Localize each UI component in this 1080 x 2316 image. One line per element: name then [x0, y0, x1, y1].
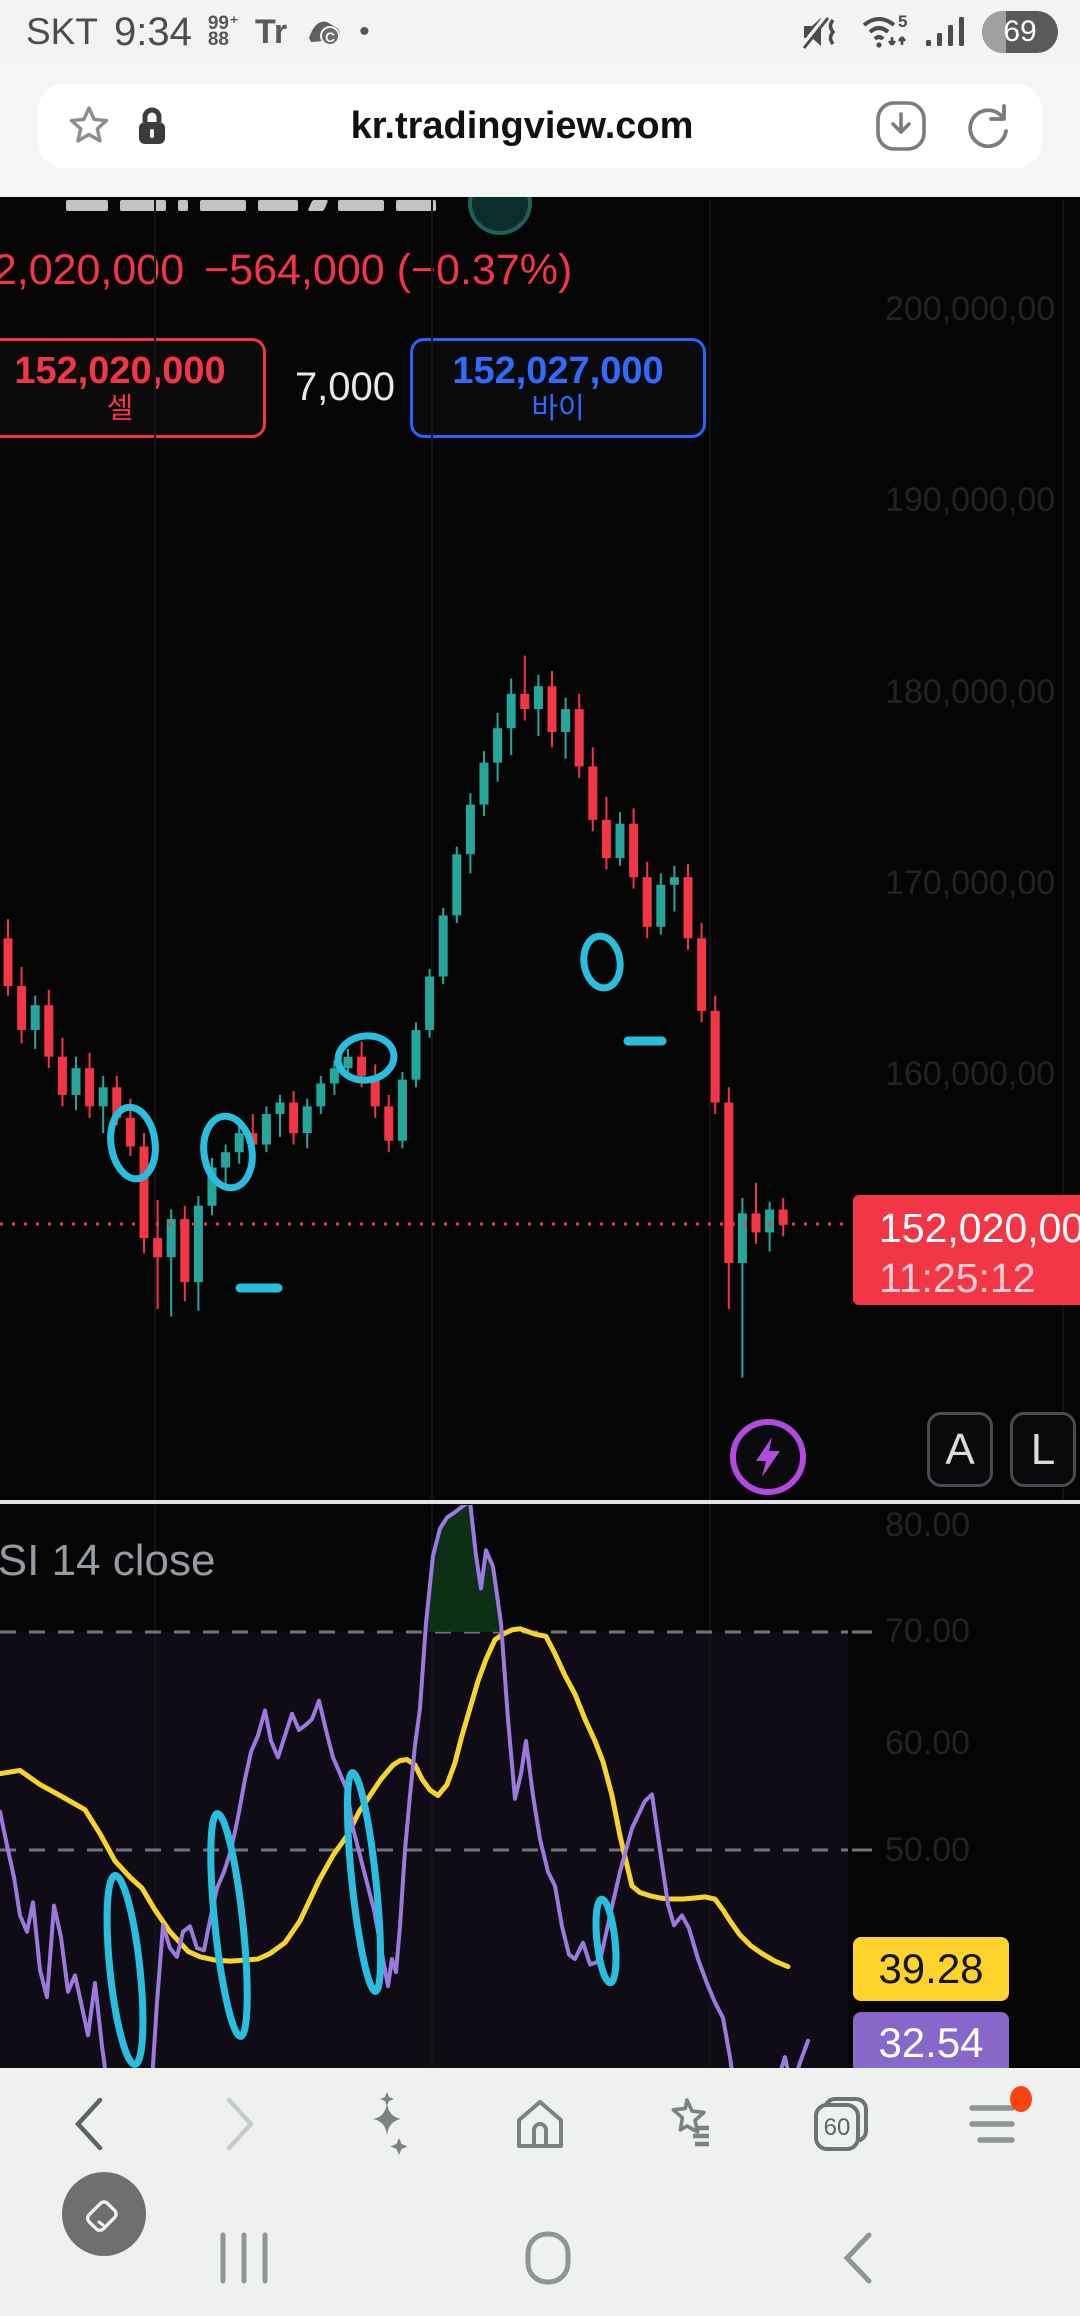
rsi-axis-label: 70.00: [885, 1612, 971, 1650]
url-bar[interactable]: kr.tradingview.com: [38, 84, 1042, 168]
quote-row: 152,020,000 −564,000 (−0.37%): [0, 246, 572, 295]
notification-app-icon: Tr: [255, 12, 288, 51]
refresh-icon[interactable]: [962, 100, 1014, 152]
browser-back-button[interactable]: [52, 2088, 124, 2160]
rsi-indicator-title[interactable]: RSI 14 close: [0, 1536, 216, 1585]
menu-button[interactable]: [956, 2086, 1032, 2160]
price-chart[interactable]: [0, 200, 1080, 1500]
edge-panel-button[interactable]: [62, 2172, 146, 2256]
y-axis-label: 200,000,00: [885, 290, 1056, 328]
signal-icon: [924, 12, 968, 52]
battery-indicator: 69: [982, 11, 1058, 53]
tabs-button[interactable]: 60: [805, 2088, 877, 2160]
pane-divider[interactable]: [0, 1500, 1080, 1504]
auto-scale-button[interactable]: A: [927, 1412, 993, 1487]
download-icon[interactable]: [874, 99, 928, 153]
lightning-icon: [756, 1437, 780, 1477]
price-change: −564,000 (−0.37%): [204, 246, 573, 294]
rsi-axis-label: 60.00: [885, 1724, 971, 1762]
lock-icon[interactable]: [134, 104, 170, 148]
menu-alert-dot: [1009, 2086, 1032, 2112]
bookmark-star-icon[interactable]: [66, 103, 112, 149]
bookmarks-button[interactable]: [655, 2088, 727, 2160]
browser-chrome-top: kr.tradingview.com: [0, 64, 1080, 197]
mute-icon: [800, 12, 844, 52]
status-bar: SKT 9:34 99⁺ 88 Tr C • 5 69: [0, 0, 1080, 64]
tabs-count: 60: [824, 2114, 851, 2141]
rsi-chart[interactable]: [0, 1505, 1080, 2068]
rsi-ma-value-label: 39.28: [853, 1937, 1009, 2001]
ai-assistant-icon[interactable]: [353, 2088, 425, 2160]
url-text[interactable]: kr.tradingview.com: [350, 104, 694, 147]
spread-value: 7,000: [294, 365, 396, 409]
back-nav-button[interactable]: [821, 2228, 893, 2288]
home-button[interactable]: [504, 2088, 576, 2160]
rsi-axis-label: 50.00: [885, 1831, 971, 1869]
tag-price: 152,020,00: [879, 1205, 1080, 1251]
instant-order-button[interactable]: [730, 1419, 806, 1495]
rsi-axis-label: 80.00: [885, 1506, 971, 1544]
wifi-icon: 5: [858, 11, 910, 53]
card-diamond-icon: [85, 2200, 118, 2233]
browser-forward-button[interactable]: [203, 2088, 275, 2160]
clock: 9:34: [113, 9, 192, 54]
y-axis-label: 190,000,00: [885, 481, 1056, 519]
notification-shoe-icon: C: [303, 14, 343, 50]
y-axis-label: 160,000,00: [885, 1055, 1056, 1093]
y-axis-label: 170,000,00: [885, 864, 1056, 902]
svg-text:C: C: [325, 29, 335, 45]
recents-button[interactable]: [208, 2228, 280, 2288]
webpage-content: 152,020,000 −564,000 (−0.37%) 152,020,000…: [0, 197, 1080, 2068]
home-nav-button[interactable]: [512, 2228, 584, 2288]
y-axis-label: 180,000,00: [885, 673, 1056, 711]
svg-text:5: 5: [898, 12, 907, 31]
log-scale-button[interactable]: L: [1010, 1412, 1076, 1487]
browser-nav-bar: 60: [0, 2068, 1080, 2180]
tag-countdown: 11:25:12: [879, 1255, 1036, 1302]
last-price: 152,020,000: [0, 246, 185, 294]
carrier-label: SKT: [26, 11, 98, 52]
sell-button[interactable]: 152,020,000 셀: [0, 338, 266, 438]
notification-more-dot: •: [359, 15, 370, 48]
current-price-tag: 152,020,00 11:25:12: [853, 1195, 1080, 1305]
buy-button[interactable]: 152,027,000 바이: [410, 338, 706, 438]
notification-count-icon: 99⁺ 88: [207, 13, 239, 50]
system-nav-bar: [0, 2172, 1080, 2316]
rsi-value-label: 32.54: [853, 2012, 1009, 2068]
